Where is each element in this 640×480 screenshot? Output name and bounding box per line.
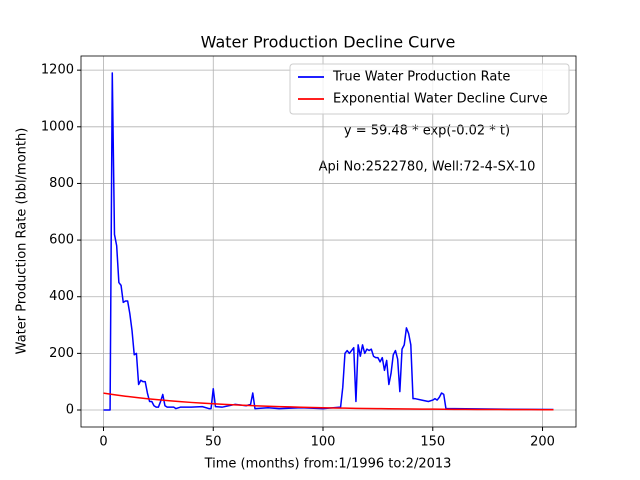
x-axis-label: Time (months) from:1/1996 to:2/2013 [204, 457, 452, 472]
x-tick-label: 50 [205, 435, 222, 450]
x-tick-label: 150 [420, 435, 445, 450]
legend-box [289, 63, 570, 115]
legend-label: Exponential Water Decline Curve [333, 92, 548, 107]
x-tick-label: 200 [530, 435, 555, 450]
chart-title: Water Production Decline Curve [201, 33, 456, 52]
x-tick-label: 100 [311, 435, 336, 450]
y-tick-label: 800 [49, 176, 74, 191]
y-axis-label: Water Production Rate (bbl/month) [15, 128, 30, 355]
y-tick-label: 200 [49, 346, 74, 361]
y-tick-label: 600 [49, 233, 74, 248]
x-tick-label: 0 [99, 435, 107, 450]
annotation: y = 59.48 * exp(-0.02 * t) [344, 124, 510, 139]
legend-label: True Water Production Rate [332, 70, 510, 85]
y-tick-label: 1000 [41, 119, 74, 134]
y-tick-label: 400 [49, 289, 74, 304]
plot-frame [80, 55, 577, 428]
annotation: Api No:2522780, Well:72-4-SX-10 [319, 160, 536, 175]
line [103, 392, 554, 411]
y-tick-label: 0 [66, 403, 74, 418]
y-tick-label: 1200 [41, 63, 74, 78]
